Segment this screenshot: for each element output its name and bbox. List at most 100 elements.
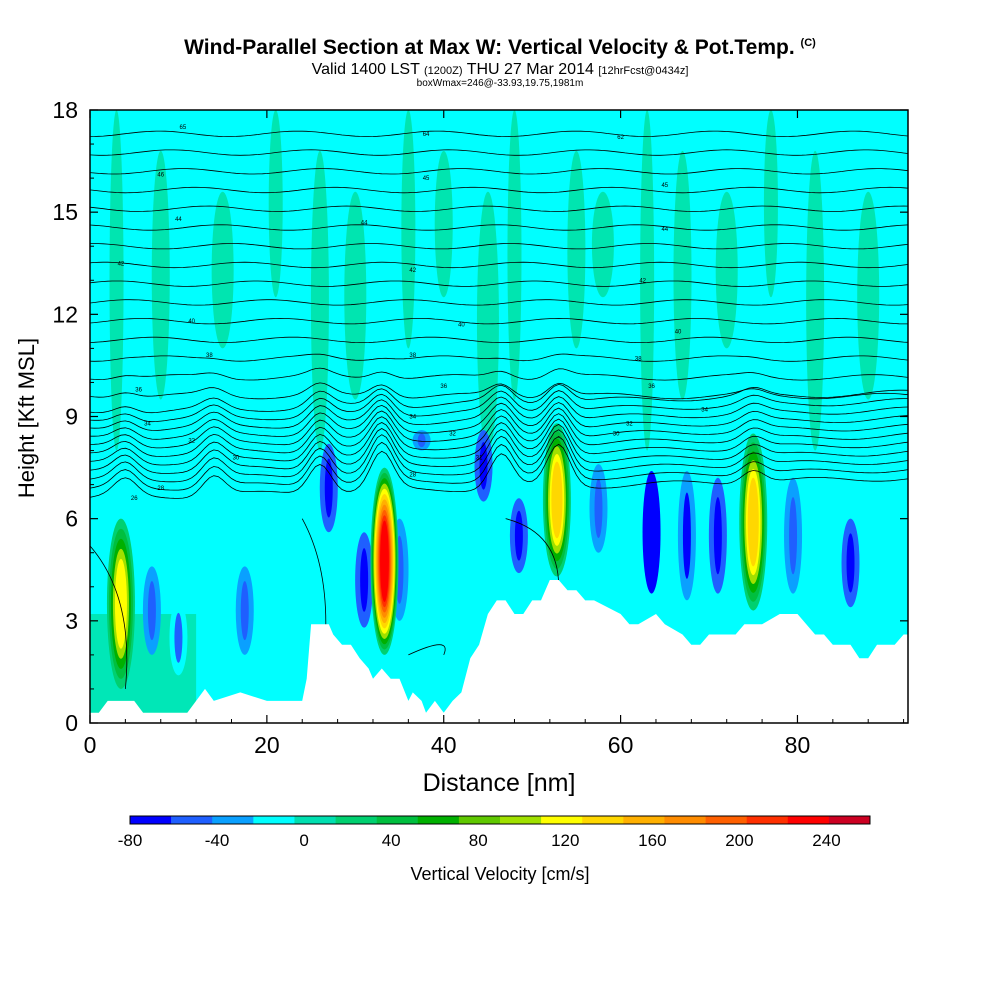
x-axis: 0 20 40 60 80 xyxy=(84,110,905,758)
updraft-core-contour xyxy=(114,558,127,649)
colorbar: -80 -40 0 40 80 120 160 200 240 xyxy=(118,815,871,850)
theta-contour xyxy=(90,317,908,325)
theta-contour xyxy=(90,224,908,231)
theta-label: 65 xyxy=(180,125,187,131)
theta-label: 42 xyxy=(409,268,416,274)
theta-contour xyxy=(90,407,908,449)
y-tick-label: 15 xyxy=(52,199,78,225)
updraft-core-contour xyxy=(747,477,759,567)
box-max-info: boxWmax=246@-33.93,19.75,1981m xyxy=(416,78,584,89)
x-axis-label: Distance [nm] xyxy=(423,769,576,797)
theta-contour xyxy=(90,383,908,414)
theta-contour xyxy=(90,243,908,250)
colorbar-swatch xyxy=(253,816,295,824)
x-tick-label: 40 xyxy=(431,732,457,758)
theta-contour xyxy=(90,396,908,431)
colorbar-swatch xyxy=(417,816,460,824)
theta-label: 38 xyxy=(635,357,642,363)
w-streak xyxy=(310,150,329,451)
colorbar-swatch xyxy=(746,816,789,824)
valid-date: THU 27 Mar 2014 xyxy=(466,61,594,78)
theta-label: 42 xyxy=(639,278,646,284)
colorbar-swatch xyxy=(828,816,871,824)
theta-label: 32 xyxy=(188,438,195,444)
downdraft-core xyxy=(594,478,603,538)
theta-contour xyxy=(90,299,908,306)
downdraft-core xyxy=(240,581,249,641)
y-tick-label: 3 xyxy=(65,608,78,634)
updraft-core-contour xyxy=(551,461,563,539)
colorbar-swatch xyxy=(130,816,172,824)
theta-label: 26 xyxy=(131,496,138,502)
theta-label: 36 xyxy=(648,384,655,390)
w-streak xyxy=(507,110,522,400)
chart-title: Wind-Parallel Section at Max W: Vertical… xyxy=(0,36,1000,60)
colorbar-swatch xyxy=(335,816,377,824)
theta-label: 34 xyxy=(144,421,151,427)
x-tick-label: 0 xyxy=(84,732,97,758)
valid-utc: (1200Z) xyxy=(424,65,463,77)
theta-contour xyxy=(90,205,908,212)
w-streak xyxy=(211,191,234,349)
theta-label: 28 xyxy=(409,472,416,478)
colorbar-swatch xyxy=(376,816,419,824)
theta-contour xyxy=(90,367,908,381)
w-streak xyxy=(591,191,614,298)
colorbar-tick-label: -40 xyxy=(205,831,230,850)
valid-time: Valid 1400 LST xyxy=(311,61,420,78)
w-streak xyxy=(715,191,738,349)
w-streak xyxy=(109,110,124,451)
downdraft-core xyxy=(479,442,488,490)
theta-label: 40 xyxy=(188,319,195,325)
downdraft-core xyxy=(789,497,798,575)
colorbar-swatch xyxy=(171,816,213,824)
theta-label: 40 xyxy=(675,329,682,335)
theta-label: 46 xyxy=(157,173,164,179)
theta-label: 45 xyxy=(423,176,430,182)
theta-label: 45 xyxy=(661,183,668,189)
theta-contour xyxy=(90,429,908,483)
downdraft-core xyxy=(713,497,722,575)
theta-label: 62 xyxy=(617,135,624,141)
w-streak xyxy=(763,110,778,298)
colorbar-swatch xyxy=(212,816,254,824)
theta-contour xyxy=(90,280,908,287)
theta-contour xyxy=(90,261,908,269)
x-tick-label: 20 xyxy=(254,732,280,758)
theta-label: 36 xyxy=(135,387,142,393)
colorbar-frame xyxy=(129,815,871,825)
theta-contour-labels: 65 64 62 46 45 45 44 44 44 42 42 42 40 40 40 38 38 38 36 36… xyxy=(118,125,709,502)
theta-contour xyxy=(90,168,908,175)
downdraft-core xyxy=(147,581,156,641)
colorbar-tick-label: 80 xyxy=(469,831,488,850)
colorbar-tick-label: 200 xyxy=(725,831,753,850)
theta-label: 44 xyxy=(175,217,182,223)
vertical-velocity-field xyxy=(90,110,880,723)
theta-label: 31 xyxy=(476,455,483,461)
colorbar-swatch xyxy=(664,816,706,824)
theta-label: 36 xyxy=(440,384,447,390)
theta-contour xyxy=(90,436,908,491)
y-tick-label: 0 xyxy=(65,710,78,736)
theta-label: 30 xyxy=(613,432,620,438)
colorbar-tick-label: 120 xyxy=(551,831,579,850)
w-streak xyxy=(857,191,880,400)
colorbar-tick-label: 240 xyxy=(812,831,840,850)
y-tick-label: 18 xyxy=(52,97,78,123)
colorbar-swatch xyxy=(582,816,624,824)
theta-contour-low xyxy=(505,518,560,587)
theta-label: 44 xyxy=(661,227,668,233)
theta-label: 38 xyxy=(409,353,416,359)
potential-temperature-contours xyxy=(90,130,908,690)
colorbar-tick-label: 0 xyxy=(299,831,308,850)
colorbar-swatch xyxy=(541,816,583,824)
chart-subtitle: Valid 1400 LST (1200Z) THU 27 Mar 2014 [… xyxy=(0,61,1000,79)
downdraft-core xyxy=(682,492,691,579)
w-streak xyxy=(434,150,453,298)
x-tick-label: 60 xyxy=(608,732,634,758)
y-tick-label: 12 xyxy=(52,301,78,327)
theta-contour xyxy=(90,418,908,466)
downdraft-core xyxy=(846,533,855,593)
